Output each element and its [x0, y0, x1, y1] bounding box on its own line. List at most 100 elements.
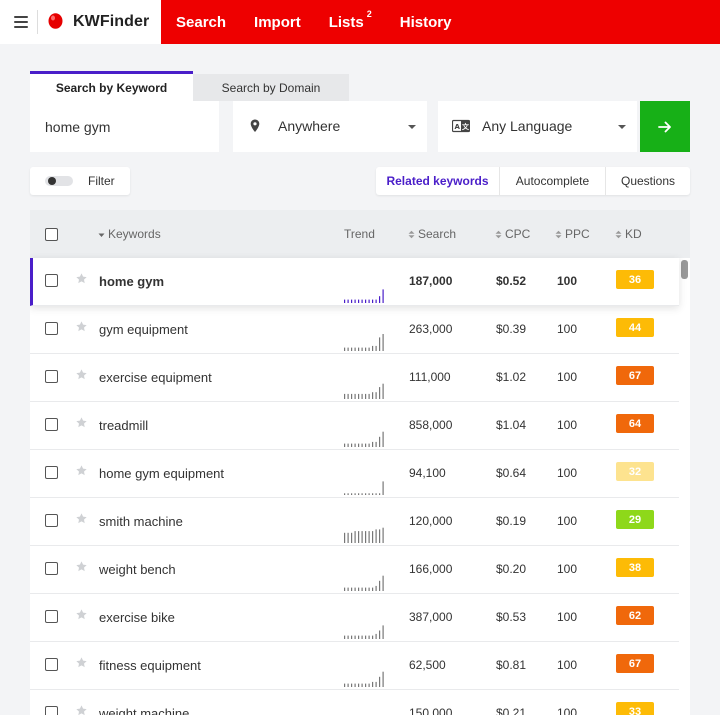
- keyword-cell[interactable]: home gym equipment: [99, 466, 225, 481]
- star-icon[interactable]: [75, 416, 88, 429]
- trend-bar: [368, 299, 370, 303]
- svg-text:A: A: [455, 123, 461, 131]
- trend-bar: [379, 580, 381, 591]
- trend-bar: [361, 347, 363, 351]
- trend-bar: [365, 531, 367, 543]
- trend-bar: [347, 493, 349, 495]
- table-row[interactable]: treadmill 858,000 $1.04 100 64: [30, 402, 679, 450]
- star-icon[interactable]: [75, 512, 88, 525]
- trend-bar: [379, 493, 381, 495]
- star-icon[interactable]: [75, 368, 88, 381]
- row-checkbox[interactable]: [45, 322, 58, 335]
- language-select[interactable]: A 文 Any Language: [438, 101, 637, 152]
- cpc-cell: $1.04: [496, 418, 527, 432]
- star-icon[interactable]: [75, 608, 88, 621]
- select-all-checkbox[interactable]: [45, 228, 58, 241]
- star-icon[interactable]: [75, 560, 88, 573]
- col-search[interactable]: Search: [408, 227, 456, 241]
- hamburger-icon[interactable]: [14, 16, 28, 28]
- keyword-cell[interactable]: weight machine: [99, 706, 190, 715]
- trend-bar: [379, 387, 381, 399]
- row-checkbox[interactable]: [45, 658, 58, 671]
- table-row[interactable]: home gym 187,000 $0.52 100 36: [30, 258, 679, 306]
- trend-bar: [361, 635, 363, 639]
- location-select[interactable]: Anywhere: [233, 101, 427, 152]
- table-row[interactable]: smith machine 120,000 $0.19 100 29: [30, 498, 679, 546]
- trend-bar: [368, 443, 370, 447]
- sort-icon: [408, 230, 415, 239]
- table-row[interactable]: weight bench 166,000 $0.20 100 38: [30, 546, 679, 594]
- trend-bar: [365, 347, 367, 351]
- star-icon[interactable]: [75, 704, 88, 715]
- trend-bar: [351, 532, 353, 543]
- ppc-cell: 100: [557, 322, 578, 336]
- col-ppc[interactable]: PPC: [555, 227, 590, 241]
- row-checkbox[interactable]: [45, 514, 58, 527]
- language-value: Any Language: [482, 118, 573, 134]
- col-cpc[interactable]: CPC: [495, 227, 530, 241]
- nav-search[interactable]: Search: [176, 13, 227, 31]
- nav-lists[interactable]: Lists 2: [328, 9, 372, 31]
- trend-bar: [368, 531, 370, 543]
- star-icon[interactable]: [75, 320, 88, 333]
- keyword-cell[interactable]: smith machine: [99, 514, 183, 529]
- tab-search-by-keyword[interactable]: Search by Keyword: [30, 71, 193, 101]
- trend-bar: [351, 587, 353, 591]
- scrollbar-thumb[interactable]: [681, 260, 688, 279]
- star-icon[interactable]: [75, 272, 88, 285]
- keyword-cell[interactable]: fitness equipment: [99, 658, 201, 673]
- nav-import[interactable]: Import: [254, 13, 301, 31]
- row-checkbox[interactable]: [45, 466, 58, 479]
- trend-bar: [354, 493, 356, 495]
- trend-bar: [361, 493, 363, 495]
- table-row[interactable]: fitness equipment 62,500 $0.81 100 67: [30, 642, 679, 690]
- trend-bar: [351, 683, 353, 687]
- keyword-cell[interactable]: weight bench: [99, 562, 176, 577]
- row-checkbox[interactable]: [45, 706, 58, 715]
- search-volume-cell: 387,000: [409, 610, 453, 624]
- trend-bar: [351, 493, 353, 495]
- balloon-logo-icon: [48, 13, 63, 29]
- table-row[interactable]: exercise equipment 111,000 $1.02 100 67: [30, 354, 679, 402]
- keyword-cell[interactable]: home gym: [99, 274, 165, 289]
- row-checkbox[interactable]: [45, 274, 58, 287]
- cpc-cell: $0.21: [496, 706, 527, 715]
- keyword-cell[interactable]: treadmill: [99, 418, 149, 433]
- row-checkbox[interactable]: [45, 562, 58, 575]
- nav-history[interactable]: History: [399, 13, 452, 31]
- trend-bar: [354, 443, 356, 447]
- tab-related-keywords[interactable]: Related keywords: [376, 167, 500, 195]
- app-name[interactable]: KWFinder: [73, 13, 150, 30]
- tab-autocomplete[interactable]: Autocomplete: [500, 167, 606, 195]
- table-row[interactable]: exercise bike 387,000 $0.53 100 62: [30, 594, 679, 642]
- table-row[interactable]: gym equipment 263,000 $0.39 100 44: [30, 306, 679, 354]
- col-kd[interactable]: KD: [615, 227, 642, 241]
- kd-badge: 36: [616, 270, 654, 289]
- keyword-input[interactable]: home gym: [30, 101, 219, 152]
- trend-bar: [375, 529, 377, 543]
- search-volume-cell: 858,000: [409, 418, 453, 432]
- star-icon[interactable]: [75, 656, 88, 669]
- row-checkbox[interactable]: [45, 610, 58, 623]
- star-icon[interactable]: [75, 464, 88, 477]
- table-scrollbar[interactable]: [679, 258, 690, 715]
- filter-button[interactable]: Filter: [30, 167, 130, 195]
- tab-search-by-domain[interactable]: Search by Domain: [193, 74, 349, 101]
- trend-bar: [354, 635, 356, 639]
- table-row[interactable]: weight machine 150,000 $0.21 100 33: [30, 690, 679, 715]
- keyword-cell[interactable]: exercise bike: [99, 610, 175, 625]
- row-checkbox[interactable]: [45, 418, 58, 431]
- col-keywords[interactable]: Keywords: [98, 227, 161, 241]
- tab-questions[interactable]: Questions: [620, 174, 676, 188]
- table-row[interactable]: home gym equipment 94,100 $0.64 100 32: [30, 450, 679, 498]
- filter-toggle[interactable]: [45, 176, 73, 186]
- keyword-cell[interactable]: exercise equipment: [99, 370, 212, 385]
- ppc-cell: 100: [557, 466, 578, 480]
- trend-sparkline: [344, 431, 384, 447]
- keyword-cell[interactable]: gym equipment: [99, 322, 188, 337]
- trend-bar: [375, 441, 377, 447]
- search-go-button[interactable]: [640, 101, 690, 152]
- trend-bar: [375, 345, 377, 351]
- row-checkbox[interactable]: [45, 370, 58, 383]
- svg-text:文: 文: [462, 122, 470, 131]
